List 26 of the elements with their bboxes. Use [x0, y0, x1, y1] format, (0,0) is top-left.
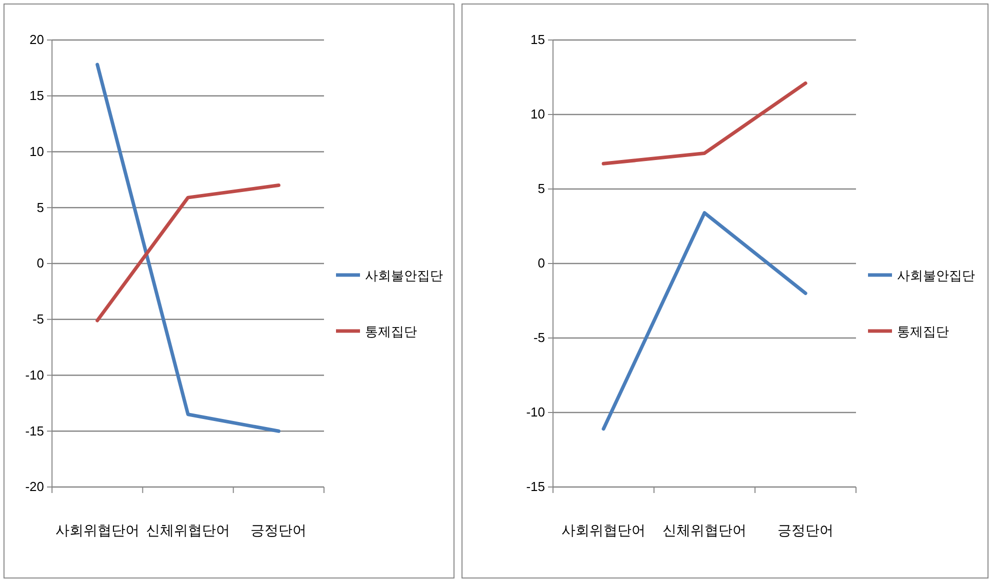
x-tick-label: 사회위협단어 — [562, 522, 646, 538]
y-tick-label: 15 — [530, 32, 545, 48]
y-tick-label: 5 — [538, 181, 545, 196]
y-tick-label: -15 — [25, 423, 44, 438]
x-tick-label: 긍정단어 — [778, 522, 834, 538]
legend-label: 통제집단 — [365, 325, 417, 340]
y-tick-label: 0 — [36, 256, 44, 271]
x-tick-label: 긍정단어 — [250, 522, 307, 538]
y-tick-label: 20 — [30, 32, 44, 48]
x-tick-label: 신체위협단어 — [662, 522, 746, 538]
x-tick-label: 신체위협단어 — [146, 522, 230, 538]
y-tick-label: -10 — [25, 367, 44, 382]
y-tick-label: 0 — [538, 256, 545, 271]
y-tick-label: -15 — [526, 479, 545, 494]
y-tick-label: 15 — [30, 88, 44, 104]
y-tick-label: 5 — [36, 200, 44, 215]
y-tick-label: 10 — [30, 144, 44, 159]
legend-label: 사회불안집단 — [365, 269, 443, 284]
legend-label: 통제집단 — [897, 325, 949, 340]
y-tick-label: 10 — [530, 106, 545, 122]
y-tick-label: -5 — [32, 312, 44, 327]
x-tick-label: 사회위협단어 — [55, 522, 140, 538]
y-tick-label: -5 — [533, 330, 545, 346]
legend-label: 사회불안집단 — [897, 269, 975, 284]
y-tick-label: -20 — [25, 479, 44, 494]
y-tick-label: -10 — [526, 404, 545, 420]
